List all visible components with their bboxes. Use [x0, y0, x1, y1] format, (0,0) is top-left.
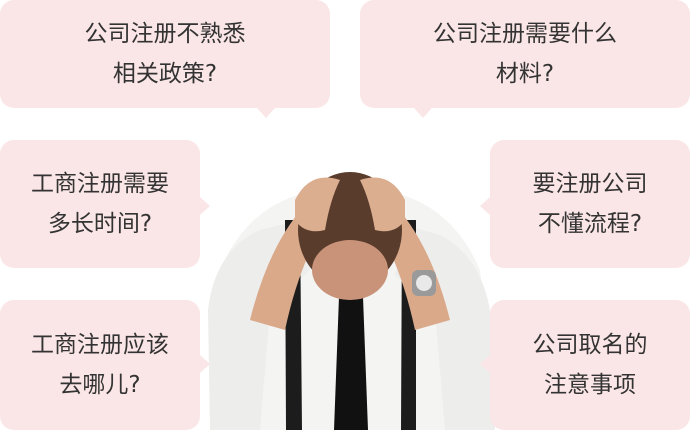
question-bubble-duration: 工商注册需要 多长时间?: [0, 140, 200, 268]
bubble-tail: [480, 355, 490, 373]
bubble-tail: [200, 355, 210, 373]
bubble-text-line: 工商注册需要: [31, 171, 169, 197]
bubble-tail: [414, 108, 432, 118]
question-bubble-naming: 公司取名的 注意事项: [490, 300, 690, 430]
bubble-text-line: 不懂流程?: [537, 211, 643, 237]
bubble-text-line: 多长时间?: [47, 211, 153, 237]
bubble-text-line: 相关政策?: [112, 61, 218, 87]
bubble-text-line: 工商注册应该: [31, 332, 169, 358]
question-bubble-policy: 公司注册不熟悉 相关政策?: [0, 0, 330, 108]
bubble-text-line: 公司取名的: [532, 332, 648, 358]
bubble-text-line: 材料?: [495, 61, 555, 87]
question-bubble-process: 要注册公司 不懂流程?: [490, 140, 690, 268]
bubble-tail: [200, 197, 210, 215]
bubble-text-line: 公司注册需要什么: [433, 21, 617, 47]
bubble-tail: [257, 108, 275, 118]
bubble-text-line: 注意事项: [544, 372, 636, 398]
bubble-text-line: 公司注册不熟悉: [84, 21, 246, 47]
question-bubble-location: 工商注册应该 去哪儿?: [0, 300, 200, 430]
question-bubble-materials: 公司注册需要什么 材料?: [360, 0, 690, 108]
bubble-tail: [480, 197, 490, 215]
stressed-man-illustration: [208, 172, 495, 430]
bubble-text-line: 要注册公司: [532, 171, 648, 197]
bubble-text-line: 去哪儿?: [59, 372, 141, 398]
